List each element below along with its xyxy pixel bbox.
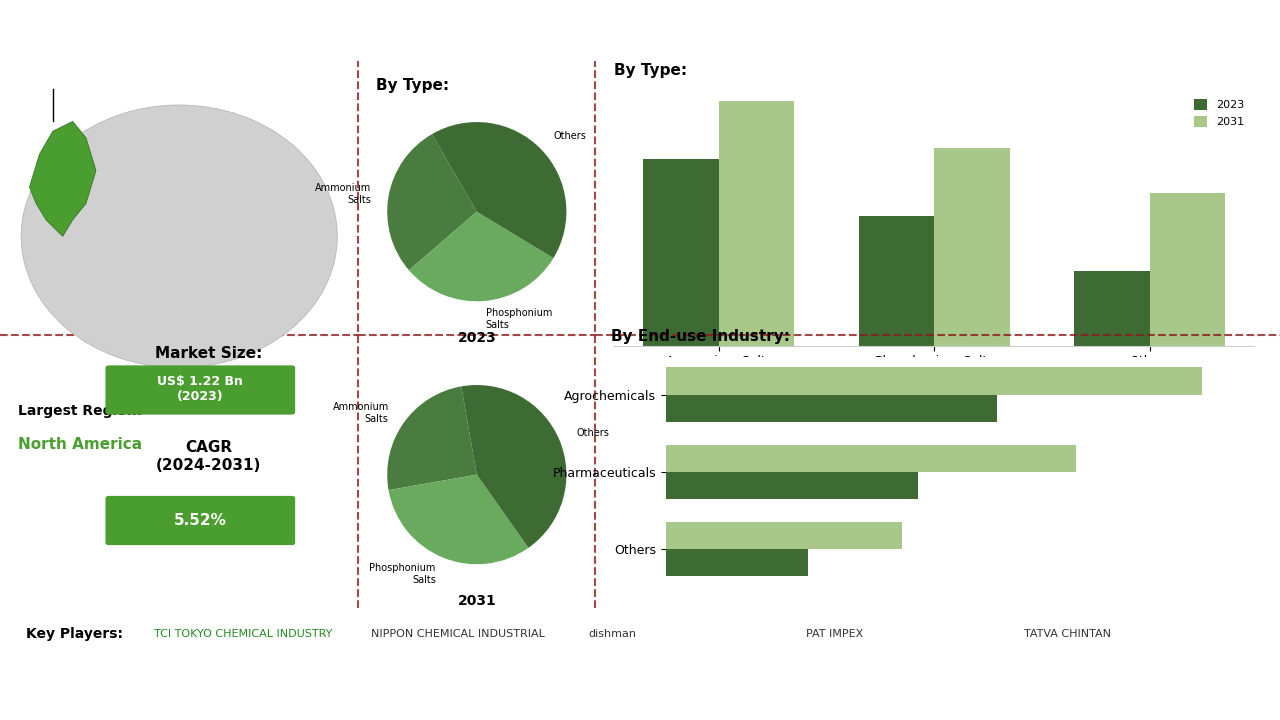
Wedge shape — [410, 212, 553, 301]
Text: Ammonium
Salts: Ammonium Salts — [333, 402, 389, 424]
FancyBboxPatch shape — [105, 496, 296, 545]
Wedge shape — [461, 385, 566, 548]
Text: dishman: dishman — [589, 629, 637, 639]
Bar — [666, 395, 997, 422]
FancyBboxPatch shape — [105, 365, 296, 415]
Bar — [666, 522, 902, 549]
Text: 5.52%: 5.52% — [174, 513, 227, 528]
Polygon shape — [29, 122, 96, 236]
Bar — [719, 101, 795, 346]
Text: Others: Others — [576, 428, 609, 438]
Text: US$ 1.22 Bn
(2023): US$ 1.22 Bn (2023) — [157, 375, 243, 402]
Text: Largest Region:: Largest Region: — [18, 405, 142, 418]
Ellipse shape — [22, 105, 338, 368]
Legend: 2023, 2031: 2023, 2031 — [1189, 94, 1249, 132]
Wedge shape — [388, 387, 476, 490]
Bar — [644, 158, 719, 346]
Wedge shape — [431, 122, 566, 258]
Bar — [859, 217, 934, 346]
Text: Phosphonium
Salts: Phosphonium Salts — [486, 308, 552, 330]
Text: PAT IMPEX: PAT IMPEX — [806, 629, 864, 639]
Wedge shape — [388, 134, 476, 270]
Bar — [666, 472, 918, 499]
Wedge shape — [389, 474, 529, 564]
Bar — [666, 549, 808, 576]
Text: Others: Others — [554, 132, 586, 141]
Bar — [934, 148, 1010, 346]
Title: 2023: 2023 — [457, 331, 497, 345]
Text: Global Phase Transfer Catalyst Market Research Report: Global Phase Transfer Catalyst Market Re… — [247, 19, 1033, 42]
Text: By Type:: By Type: — [614, 63, 687, 78]
Bar — [666, 367, 1202, 395]
Title: 2031: 2031 — [457, 594, 497, 608]
Bar — [1149, 193, 1225, 346]
Text: Phosphonium
Salts: Phosphonium Salts — [370, 563, 435, 585]
Text: By Type:: By Type: — [376, 78, 449, 93]
Text: INSIGHT ACE ANALYTIC: INSIGHT ACE ANALYTIC — [1021, 688, 1219, 703]
Text: TCI TOKYO CHEMICAL INDUSTRY: TCI TOKYO CHEMICAL INDUSTRY — [154, 629, 332, 639]
Text: Market Size:: Market Size: — [155, 346, 262, 361]
Text: North America: North America — [18, 437, 142, 451]
Text: Key Players:: Key Players: — [26, 626, 123, 641]
Text: NIPPON CHEMICAL INDUSTRIAL: NIPPON CHEMICAL INDUSTRIAL — [371, 629, 545, 639]
Bar — [1074, 271, 1149, 346]
Text: By End-use Industry:: By End-use Industry: — [612, 329, 790, 344]
Text: Email: info@insightaceanalytic.com: Email: info@insightaceanalytic.com — [543, 687, 840, 704]
Text: Ammonium
Salts: Ammonium Salts — [315, 183, 371, 204]
Text: TATVA CHINTAN: TATVA CHINTAN — [1024, 629, 1111, 639]
Text: CAGR
(2024-2031): CAGR (2024-2031) — [156, 440, 261, 472]
Text: US: +1 551 226 6109: US: +1 551 226 6109 — [105, 687, 317, 704]
Bar — [666, 445, 1075, 472]
